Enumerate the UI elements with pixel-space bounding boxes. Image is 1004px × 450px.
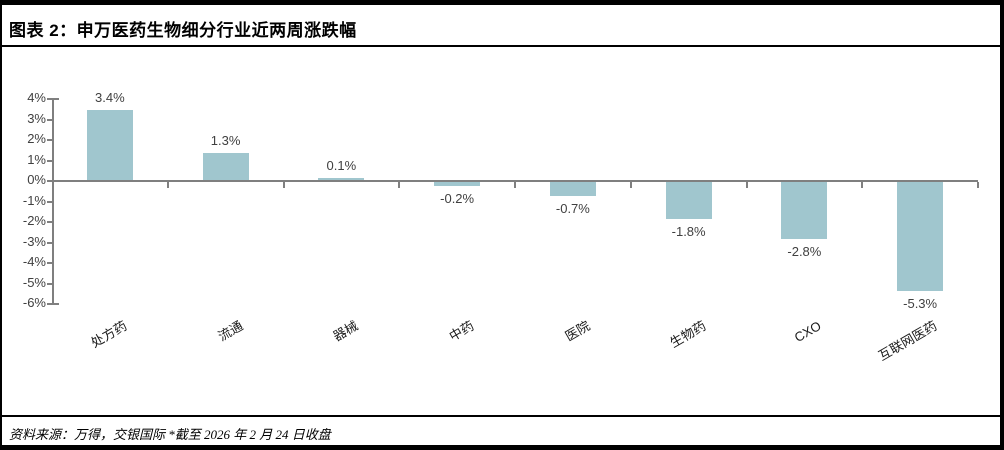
x-tick [861,182,864,188]
bar [897,182,944,291]
y-tick [47,200,52,203]
y-tick-label: -4% [22,254,46,269]
bar [781,182,828,240]
x-tick [166,182,169,188]
y-tick-label: -6% [22,295,46,310]
x-axis-line [52,180,978,182]
y-tick-label: 4% [27,90,46,105]
x-category-label: 生物药 [666,318,709,351]
x-category-label: 中药 [446,318,477,344]
bar [202,153,249,180]
y-tick-label: 1% [27,151,46,167]
x-tick [629,182,632,188]
y-tick-label: -5% [22,274,46,290]
y-tick-label: 2% [27,131,46,146]
bar-value-label: -0.7% [555,201,590,217]
x-tick [977,182,979,188]
y-tick [47,262,52,264]
y-axis-cap-top [52,98,59,100]
x-category-label: 器械 [330,318,361,344]
bar-chart: 4% 3% 2% 1% 0% -1% -2% -3% -4% -5% -6% 3.4% 处方药 1.3% 流… [2,49,1000,415]
y-tick [47,303,52,305]
bar-value-label: -2.8% [787,244,822,260]
y-tick [47,98,52,100]
bar-value-label: -5.3% [903,295,938,311]
x-tick [282,182,285,188]
bar [665,182,712,219]
y-tick [47,282,52,285]
bar-value-label: -1.8% [671,223,706,239]
bar-value-label: 3.4% [95,90,125,106]
y-tick [47,221,52,223]
bar [549,182,596,197]
x-tick [398,182,401,188]
bar-value-label: 1.3% [210,133,241,149]
x-tick [514,182,516,188]
bar-value-label: 0.1% [326,157,357,173]
x-category-label: 互联网医药 [875,318,940,364]
x-category-label: 医院 [562,318,593,344]
y-axis-line [52,98,54,303]
figure-title: 图表 2：申万医药生物细分行业近两周涨跌幅 [2,5,1000,47]
y-tick [47,118,52,121]
y-tick [47,159,52,162]
y-tick-label: -3% [22,233,46,249]
bar [318,177,365,180]
x-category-label: 处方药 [88,318,130,351]
bar-value-label: -0.2% [440,191,475,207]
y-tick-label: 0% [27,172,46,187]
y-tick [47,139,52,141]
x-tick [745,182,748,188]
y-tick-label: 3% [27,110,46,126]
y-tick [47,180,52,182]
bar [86,110,133,180]
x-category-label: 流通 [215,318,246,344]
y-axis-cap-bottom [52,303,59,305]
y-tick-label: -1% [22,192,46,208]
y-tick-label: -2% [22,213,46,228]
y-tick [47,241,52,244]
plot-area: 4% 3% 2% 1% 0% -1% -2% -3% -4% -5% -6% 3.4% 处方药 1.3% 流… [2,49,1000,415]
bar [434,182,481,187]
x-category-label: CXO [791,318,824,346]
source-note: 资料来源：万得，交银国际 *截至 2026 年 2 月 24 日收盘 [2,415,1000,445]
